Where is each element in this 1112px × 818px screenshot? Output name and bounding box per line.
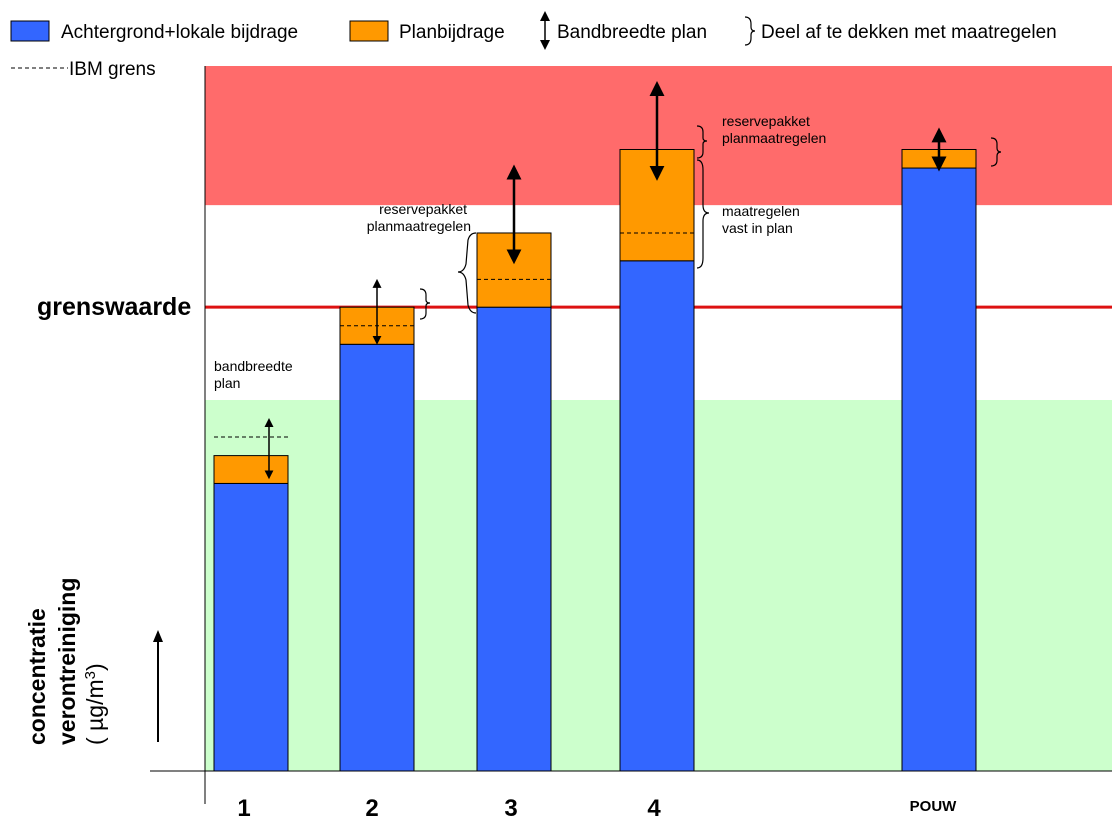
- annotation-reserve4-line1: reservepakket: [722, 113, 810, 129]
- annotation-reserve3-line1: reservepakket: [379, 201, 467, 217]
- double-arrow-icon: [540, 11, 550, 50]
- y-axis-title-line2: verontreiniging: [54, 578, 80, 745]
- y-axis-unit-sup: 3: [82, 671, 99, 679]
- y-axis-unit: ( µg/m3): [82, 663, 108, 745]
- x-tick-label-1: 1: [237, 795, 250, 818]
- y-axis-title: concentratie: [24, 608, 50, 745]
- x-tick-label-2: 2: [365, 795, 378, 818]
- x-tick-labels: 1 2 3 4 POUW: [237, 795, 957, 818]
- blue-square-swatch-icon: [11, 21, 49, 41]
- y-axis-unit-group: ( µg/m3): [82, 663, 108, 745]
- legend-label-measures: Deel af te dekken met maatregelen: [761, 22, 1057, 43]
- bar-background-4: [620, 261, 694, 771]
- legend-label-ibm: IBM grens: [69, 59, 156, 80]
- y-axis-unit-prefix: ( µg/m: [82, 679, 108, 745]
- y-axis-title-line1: concentratie: [24, 608, 50, 745]
- legend-label-bandwidth: Bandbreedte plan: [557, 22, 707, 43]
- annotation-vast-line2: vast in plan: [722, 220, 793, 236]
- y-axis-unit-suffix: ): [82, 663, 108, 671]
- up-arrow-icon: [153, 630, 163, 742]
- y-axis-title-group-2: verontreiniging: [54, 578, 80, 745]
- orange-square-swatch-icon: [350, 21, 388, 41]
- x-tick-label-4: 4: [647, 795, 661, 818]
- bar-plan-1: [214, 456, 288, 484]
- annotation-bandbreedte-line1: bandbreedte: [214, 358, 293, 374]
- x-tick-label-POUW: POUW: [910, 798, 958, 815]
- x-tick-label-3: 3: [504, 795, 517, 818]
- annotation-vast-line1: maatregelen: [722, 203, 800, 219]
- legend-label-plan: Planbijdrage: [399, 22, 505, 43]
- annotation-bandbreedte-line2: plan: [214, 375, 240, 391]
- annotation-reserve4-line2: planmaatregelen: [722, 130, 826, 146]
- brace-icon: [745, 17, 755, 45]
- annotation-reserve3-line2: planmaatregelen: [367, 218, 471, 234]
- legend-label-background: Achtergrond+lokale bijdrage: [61, 22, 298, 43]
- bar-background-POUW: [902, 168, 976, 771]
- grenswaarde-label: grenswaarde: [37, 293, 191, 321]
- bar-background-3: [477, 307, 551, 771]
- bar-background-2: [340, 344, 414, 771]
- bar-background-1: [214, 483, 288, 771]
